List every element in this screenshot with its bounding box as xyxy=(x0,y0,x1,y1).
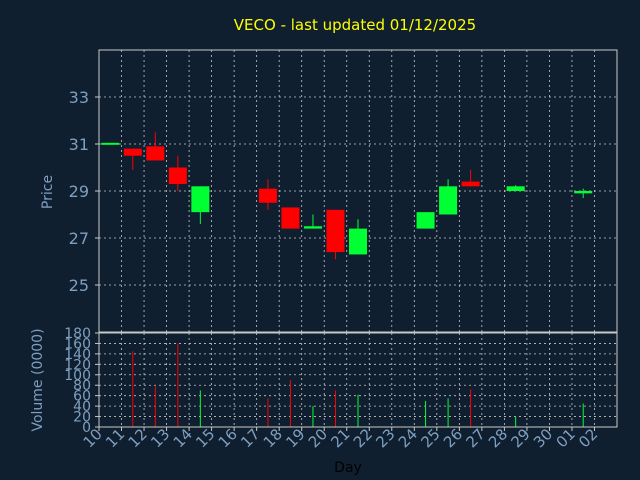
candle-body xyxy=(574,191,593,194)
candle-body xyxy=(506,186,525,191)
candle-body xyxy=(461,181,480,187)
volume-tick-label: 80 xyxy=(73,378,91,394)
price-tick-label: 27 xyxy=(69,229,89,248)
candle-body xyxy=(348,228,368,255)
price-plot-frame xyxy=(98,49,618,333)
candle-body xyxy=(146,146,165,161)
volume-plot-frame xyxy=(98,332,618,428)
candle-body xyxy=(281,207,300,229)
price-tick-label: 33 xyxy=(69,88,89,107)
chart-title: VECO - last updated 01/12/2025 xyxy=(234,16,476,34)
volume-axis-label: Volume (0000) xyxy=(30,328,46,431)
price-axis-label: Price xyxy=(40,175,56,209)
candle-body xyxy=(168,167,187,184)
volume-tick-label: 140 xyxy=(64,347,91,363)
grid-lines xyxy=(99,50,617,428)
volume-tick-label: 0 xyxy=(82,420,91,436)
candle-body xyxy=(303,226,322,229)
volume-tick-label: 100 xyxy=(64,368,91,384)
chart-marks xyxy=(101,132,593,427)
price-tick-label: 31 xyxy=(69,135,89,154)
volume-tick-label: 180 xyxy=(64,326,91,342)
candle-body xyxy=(191,186,210,213)
plot-frames xyxy=(95,49,618,431)
x-axis-label: Day xyxy=(334,460,362,476)
volume-tick-label: 160 xyxy=(64,336,91,352)
candle-body xyxy=(101,142,120,145)
volume-tick-label: 40 xyxy=(73,399,91,415)
price-tick-label: 25 xyxy=(69,276,89,295)
volume-tick-label: 120 xyxy=(64,357,91,373)
candle-body xyxy=(416,212,435,229)
candle-body xyxy=(258,188,277,203)
candle-body xyxy=(123,148,142,156)
candle-body xyxy=(326,209,345,253)
volume-tick-label: 20 xyxy=(73,410,91,426)
candle-body xyxy=(439,186,458,215)
volume-tick-label: 60 xyxy=(73,389,91,405)
price-tick-label: 29 xyxy=(69,182,89,201)
